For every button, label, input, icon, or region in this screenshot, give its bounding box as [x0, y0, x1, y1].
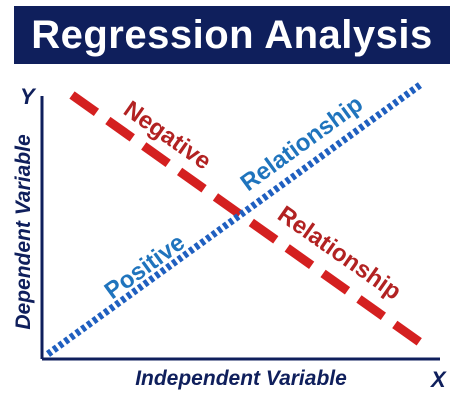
positive-relationship-label: Relationship: [236, 90, 368, 196]
y-axis-label: Dependent Variable: [12, 134, 35, 330]
positive-relationship-line: [45, 82, 423, 357]
title-text: Regression Analysis: [31, 12, 433, 57]
title-banner: Regression Analysis: [14, 6, 450, 64]
negative-relationship-line: [69, 91, 431, 352]
positive-label: Positive: [100, 229, 190, 305]
x-axis-label: Independent Variable: [135, 367, 347, 390]
y-axis-letter: Y: [20, 84, 37, 109]
x-axis-letter: X: [429, 367, 447, 392]
